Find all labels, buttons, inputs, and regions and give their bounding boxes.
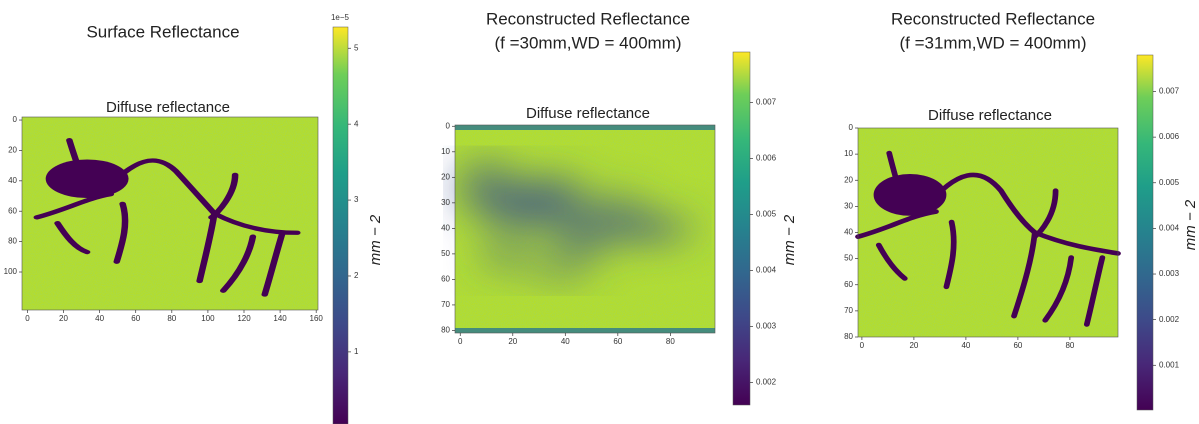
image-title: Diffuse reflectance [928,107,1052,124]
figure: Surface Reflectance Diffuse reflectance 0 2… [0,0,1199,424]
y-tick-label: 80 [844,332,853,341]
y-tick-label: 30 [441,198,450,207]
y-tick-label: 60 [441,275,450,284]
panel-subtitle: (f =30mm,WD = 400mm) [494,33,681,52]
colorbar [333,27,348,424]
colorbar-tick-label: 0.006 [1159,132,1180,141]
colorbar-tick-label: 4 [354,119,359,128]
y-tick-label: 0 [446,121,451,130]
y-tick-label: 80 [441,326,450,335]
x-tick-label: 100 [201,314,215,323]
x-tick-label: 0 [860,341,865,350]
panel-title: Surface Reflectance [86,22,239,41]
colorbar-tick-label: 0.005 [756,210,777,219]
panel-title: Reconstructed Reflectance [891,9,1095,28]
colorbar-tick-label: 0.007 [1159,87,1180,96]
x-tick-label: 80 [167,314,176,323]
vessel-blob [46,159,129,198]
y-tick-label: 50 [441,249,450,258]
y-tick-label: 40 [8,176,17,185]
y-tick-label: 100 [4,267,18,276]
y-tick-label: 40 [441,223,450,232]
heatmap-image [858,128,1118,337]
x-tick-label: 40 [561,337,570,346]
blob [546,258,572,283]
colorbar-tick-label: 0.004 [1159,224,1180,233]
edge-band [455,328,715,333]
heatmap-image [22,117,318,310]
panel: Reconstructed Reflectance (f =30mm,WD = 4… [441,9,798,405]
colorbar-label: mm − 2 [781,214,798,265]
y-tick-label: 0 [849,123,854,132]
colorbar [1137,55,1153,410]
y-tick-label: 20 [8,146,17,155]
colorbar-tick-label: 0.005 [1159,178,1180,187]
blob [562,202,598,264]
colorbar-tick-label: 1 [354,347,359,356]
x-tick-label: 20 [59,314,68,323]
x-tick-label: 60 [1013,341,1022,350]
x-tick-label: 20 [909,341,918,350]
x-tick-label: 40 [95,314,104,323]
x-tick-label: 80 [666,337,675,346]
x-tick-label: 0 [458,337,463,346]
x-tick-label: 40 [961,341,970,350]
x-tick-label: 140 [273,314,287,323]
x-tick-label: 120 [237,314,251,323]
panel: Reconstructed Reflectance (f =31mm,WD = 4… [844,9,1199,410]
y-tick-label: 20 [441,172,450,181]
blob [616,217,689,242]
colorbar-tick-label: 0.006 [756,154,777,163]
page: Surface Reflectance Diffuse reflectance 0 2… [0,0,1199,424]
y-tick-label: 50 [844,254,853,263]
x-tick-label: 160 [310,314,324,323]
heatmap-noise [22,117,318,310]
image-title: Diffuse reflectance [106,99,230,116]
x-tick-label: 60 [131,314,140,323]
colorbar-tick-label: 2 [354,271,359,280]
blob [491,237,522,270]
colorbar-offset: 1e−5 [331,13,350,22]
y-tick-label: 70 [441,300,450,309]
x-tick-label: 20 [508,337,517,346]
colorbar-tick-label: 0.007 [756,98,777,107]
colorbar-tick-label: 5 [354,43,359,52]
colorbar [733,52,750,405]
y-tick-label: 10 [441,147,450,156]
colorbar-tick-label: 3 [354,195,359,204]
y-tick-label: 60 [8,206,17,215]
panel: Surface Reflectance Diffuse reflectance 0 2… [4,13,384,424]
y-tick-label: 20 [844,175,853,184]
y-tick-label: 0 [13,115,18,124]
edge-band [455,125,715,130]
colorbar-tick-label: 0.003 [756,322,777,331]
colorbar-tick-label: 0.003 [1159,269,1180,278]
x-tick-label: 0 [25,314,30,323]
colorbar-label: mm − 2 [367,214,384,265]
y-tick-label: 30 [844,201,853,210]
colorbar-tick-label: 0.002 [1159,315,1180,324]
vessel-blob [874,174,947,216]
heatmap-noise [858,128,1118,337]
colorbar-tick-label: 0.001 [1159,360,1180,369]
y-tick-label: 60 [844,280,853,289]
y-tick-label: 80 [8,237,17,246]
y-tick-label: 10 [844,149,853,158]
x-tick-label: 80 [1065,341,1074,350]
x-tick-label: 60 [613,337,622,346]
colorbar-tick-label: 0.002 [756,378,777,387]
colorbar-label: mm − 2 [1182,199,1199,250]
heatmap-image [455,125,715,333]
y-tick-label: 40 [844,228,853,237]
image-title: Diffuse reflectance [526,105,650,122]
panel-subtitle: (f =31mm,WD = 400mm) [899,33,1086,52]
colorbar-tick-label: 0.004 [756,266,777,275]
y-tick-label: 70 [844,306,853,315]
panel-title: Reconstructed Reflectance [486,9,690,28]
